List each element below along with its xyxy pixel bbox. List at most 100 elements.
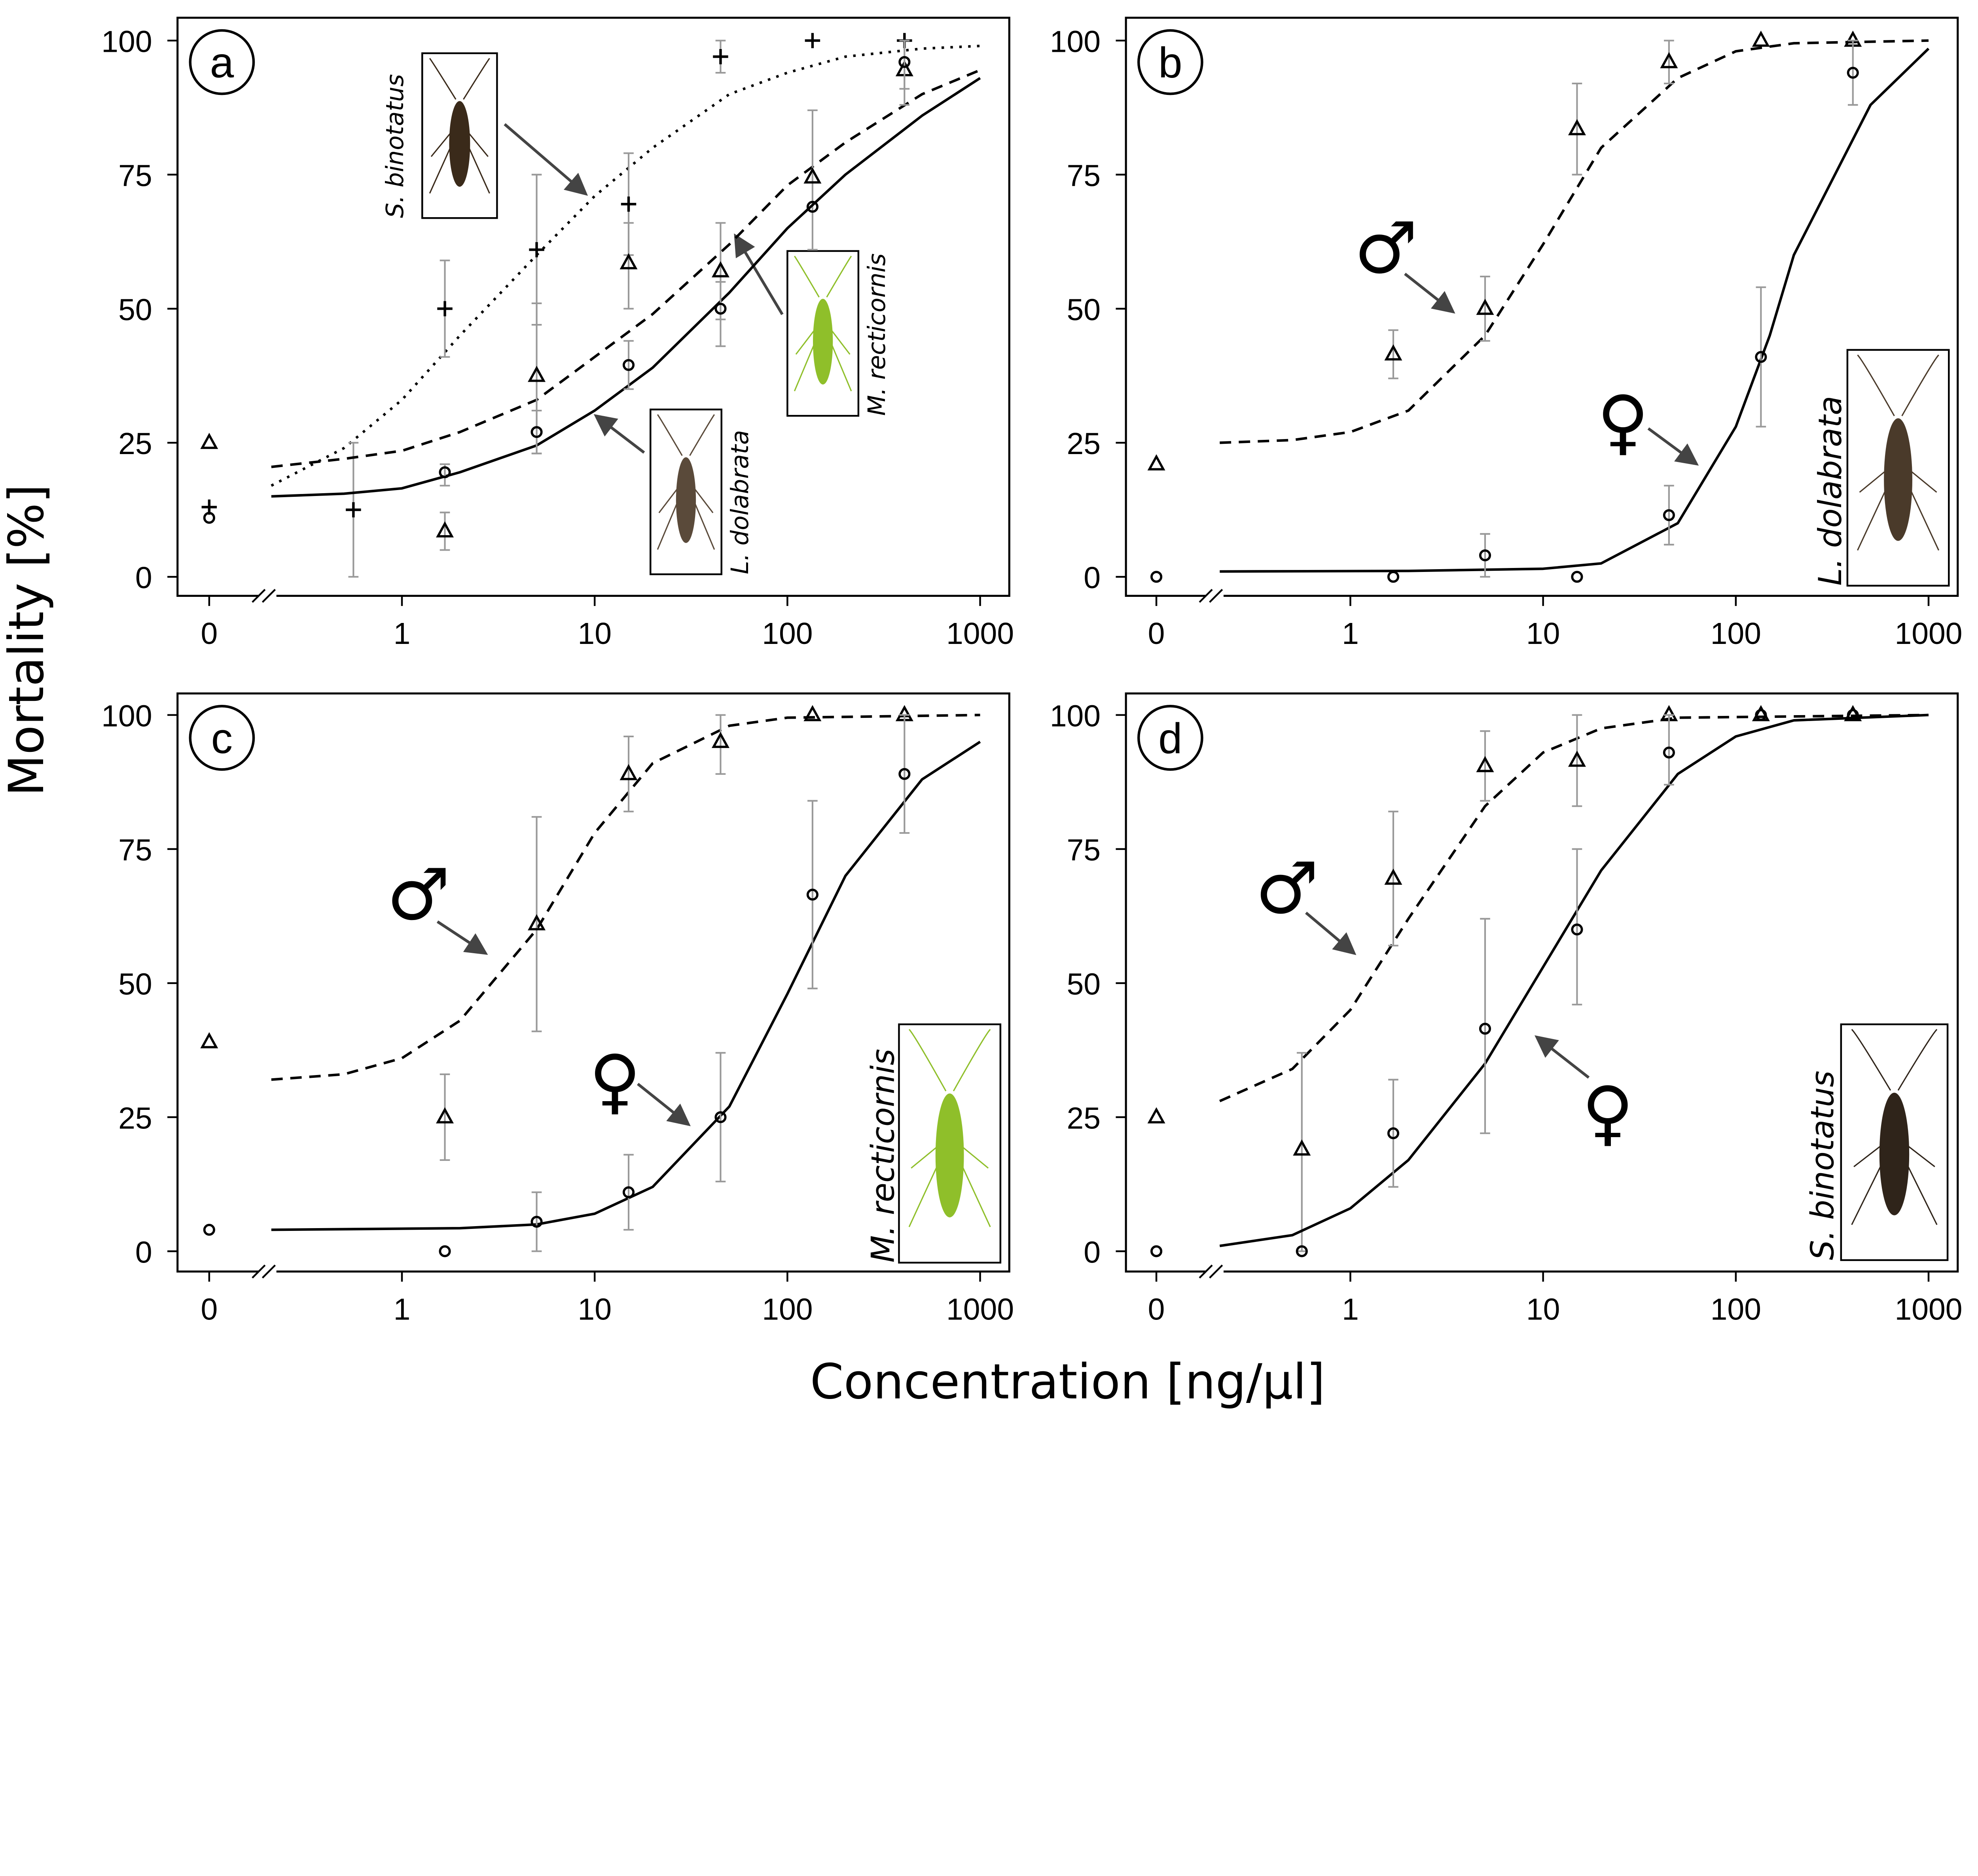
female-symbol: ♀ [1597, 381, 1649, 463]
x-tick-label: 10 [1526, 617, 1560, 651]
data-point-triangle [711, 261, 729, 278]
y-tick-label: 25 [118, 1101, 152, 1135]
x-tick-label: 1 [394, 1293, 411, 1327]
error-bar [623, 1154, 634, 1231]
error-bar [623, 735, 634, 812]
data-point-circle [1387, 571, 1400, 583]
error-bar [899, 714, 910, 834]
x-tick-label: 0 [1148, 1293, 1165, 1327]
error-bar [715, 1052, 726, 1183]
panel-label: d [1158, 714, 1182, 763]
data-point-triangle [436, 1107, 454, 1124]
x-tick-label: 0 [201, 1293, 218, 1327]
x-tick-label: 1 [1342, 1293, 1359, 1327]
panel-label-circle [189, 705, 255, 771]
annotation-arrow [734, 233, 784, 315]
data-point-triangle [803, 705, 822, 721]
data-point-triangle [1293, 1139, 1311, 1156]
error-bar [531, 409, 542, 454]
data-point-circle [530, 426, 543, 438]
annotation-arrow [1535, 1035, 1590, 1079]
male-symbol: ♂ [387, 854, 450, 936]
error-bar [1664, 485, 1674, 546]
annotation-arrow [637, 1083, 691, 1126]
axis-break-mark [252, 1265, 276, 1279]
insect-body-image [449, 101, 470, 187]
annotation-arrow [593, 414, 645, 454]
male-symbol: ♂ [1354, 207, 1418, 290]
annotation-arrow [504, 123, 588, 196]
data-point-triangle [1660, 52, 1678, 68]
annotation-arrow [1404, 273, 1455, 314]
insect-body-image [1884, 418, 1912, 541]
data-point-circle [439, 1245, 451, 1257]
error-bar [1756, 286, 1766, 428]
data-point-circle [1571, 571, 1583, 583]
y-tick-label: 0 [135, 1235, 152, 1269]
error-bar [807, 109, 818, 251]
plot-frame [176, 17, 1010, 597]
data-point-triangle [1147, 454, 1165, 471]
data-point-plus [805, 33, 820, 48]
panel-label: c [211, 714, 233, 763]
y-tick-label: 50 [118, 967, 152, 1001]
data-point-circle [1479, 1022, 1491, 1035]
y-tick-label: 50 [118, 293, 152, 327]
data-point-circle [203, 1224, 215, 1236]
fitted-curve-dashed [1220, 39, 1929, 444]
error-bar [1664, 714, 1674, 786]
data-point-circle [622, 1186, 635, 1198]
data-point-circle [622, 359, 635, 371]
data-point-triangle [436, 521, 454, 538]
species-label: M. recticornis [865, 1049, 902, 1263]
y-tick-label: 100 [101, 699, 152, 733]
fitted-curve-dashed [1219, 714, 1929, 1102]
data-point-circle [1755, 709, 1767, 721]
annotation-arrow [436, 920, 488, 955]
data-point-triangle [1752, 30, 1770, 47]
data-point-circle [530, 1215, 543, 1228]
x-tick-label: 1 [1342, 617, 1359, 651]
panel-c: 0 1 10 100 1000 0 25 50 75 100 c M. recticornis ♂ ♀ [101, 692, 1014, 1327]
axis-break-mark [1199, 1265, 1223, 1279]
data-point-circle [714, 1111, 727, 1123]
y-tick-label: 25 [1067, 427, 1101, 461]
female-symbol: ♀ [589, 1040, 641, 1123]
data-point-circle [806, 888, 818, 901]
data-point-triangle [1476, 299, 1494, 315]
data-point-plus [529, 242, 544, 257]
axis-break-mark [252, 589, 276, 603]
panel-label-circle [1137, 29, 1203, 95]
insect-body-image [813, 299, 833, 385]
error-bar [1296, 1052, 1307, 1252]
insect-legs [429, 58, 490, 194]
error-bar [440, 1073, 450, 1161]
x-tick-label: 1000 [1895, 617, 1962, 651]
data-point-circle [1663, 509, 1675, 521]
error-bar [715, 714, 726, 775]
species-label: M. recticornis [863, 253, 891, 416]
y-tick-label: 0 [1084, 561, 1101, 595]
data-point-circle [439, 466, 451, 479]
y-axis-label: Mortality [%] [0, 484, 55, 796]
data-point-circle [806, 201, 818, 213]
error-bar [531, 816, 542, 1032]
y-tick-label: 25 [118, 427, 152, 461]
data-point-plus [437, 301, 453, 316]
panel-b: 0 1 10 100 1000 0 25 50 75 100 b L. dolabrata ♂ ♀ [1050, 17, 1963, 651]
panel-label: b [1158, 39, 1182, 87]
x-tick-label: 100 [762, 1293, 813, 1327]
insect-legs [1857, 354, 1940, 551]
y-tick-label: 100 [1050, 699, 1101, 733]
data-point-triangle [200, 1032, 218, 1049]
error-bar [1664, 40, 1674, 85]
data-point-circle [1150, 1245, 1163, 1257]
x-tick-label: 1000 [946, 617, 1014, 651]
insect-legs [794, 256, 852, 392]
data-point-triangle [1568, 119, 1586, 135]
data-point-triangle [803, 167, 822, 184]
error-bar [1480, 533, 1490, 578]
data-point-triangle [1384, 868, 1402, 885]
panel-label-circle [1137, 705, 1203, 771]
data-point-triangle [1384, 344, 1402, 361]
